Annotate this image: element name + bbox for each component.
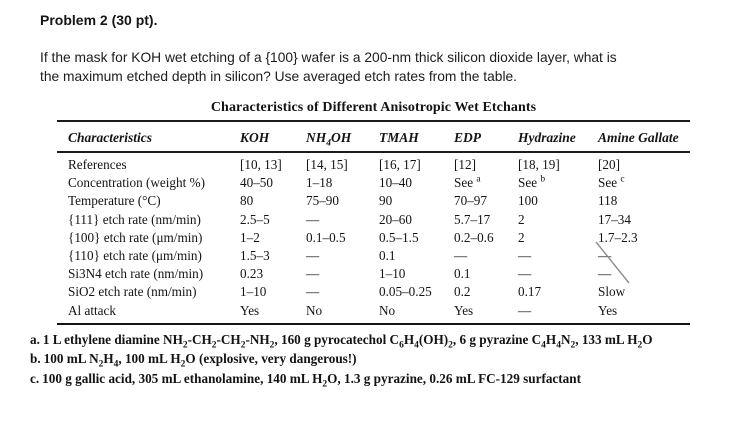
table-cell: No <box>379 302 396 318</box>
table-cell: — <box>306 211 320 227</box>
table-cell: 1–2 <box>240 229 260 245</box>
table-cell: — <box>306 247 320 263</box>
table-cell: [10, 13] <box>240 157 282 172</box>
table-cell: 1–10 <box>240 284 267 300</box>
statement-line-2: the maximum etched depth in silicon? Use… <box>40 68 518 84</box>
table-cell: 2.5–5 <box>240 211 270 227</box>
table-cell: 80 <box>240 193 254 209</box>
table-cell: 75–90 <box>306 193 339 209</box>
column-header-koh: KOH <box>240 130 270 145</box>
table-cell: Slow <box>598 284 626 300</box>
row-label: Concentration (weight %) <box>68 175 205 191</box>
table-cell: — <box>454 247 468 263</box>
table-cell: — <box>518 302 532 318</box>
table-cell: 0.5–1.5 <box>379 229 419 245</box>
table-cell: 0.1 <box>454 266 471 282</box>
table-cell: [18, 19] <box>518 157 560 172</box>
table-cell: [14, 15] <box>306 157 348 172</box>
table-cell: — <box>518 247 532 263</box>
problem-statement: If the mask for KOH wet etching of a {10… <box>40 49 617 86</box>
table-cell: See c <box>598 174 625 191</box>
table-top-rule <box>57 120 690 122</box>
table-cell: Yes <box>240 302 260 318</box>
table-cell: 100 <box>518 193 538 209</box>
table-cell: 118 <box>598 193 618 209</box>
table-cell: Yes <box>598 302 618 318</box>
row-label: {111} etch rate (nm/min) <box>68 211 201 227</box>
table-cell: 0.2 <box>454 284 471 300</box>
footnotes: a. 1 L ethylene diamine NH2-CH2-CH2-NH2, … <box>30 330 736 390</box>
table-cell: 17–34 <box>598 211 631 227</box>
etchant-table-scan: Characteristics of Different Anisotropic… <box>0 96 738 326</box>
table-cell: 1–18 <box>306 175 333 191</box>
table-cell: 0.2–0.6 <box>454 229 494 245</box>
footnote-a: a. 1 L ethylene diamine NH2-CH2-CH2-NH2, … <box>30 330 736 351</box>
column-header-nh4oh: NH4OH <box>306 130 352 149</box>
footnote-text: 100 g gallic acid, 305 mL ethanolamine, … <box>42 370 581 390</box>
table-cell: No <box>306 302 323 318</box>
table-title: Characteristics of Different Anisotropic… <box>210 100 537 115</box>
table-cell: Yes <box>454 302 474 318</box>
column-header-tmah: TMAH <box>379 130 419 145</box>
footnote-label: b. <box>30 351 41 367</box>
footnote-b: b. 100 mL N2H4, 100 mL H2O (explosive, ve… <box>30 349 736 370</box>
table-cell: 1.5–3 <box>240 247 270 263</box>
table-cell: — <box>598 266 612 282</box>
table-cell: 10–40 <box>379 175 412 191</box>
statement-line-1: If the mask for KOH wet etching of a {10… <box>40 50 617 65</box>
row-label: SiO2 etch rate (nm/min) <box>68 284 197 300</box>
table-cell: 70–97 <box>454 193 487 209</box>
table-cell: 5.7–17 <box>454 211 491 227</box>
table-cell: 90 <box>379 193 393 209</box>
table-cell: 1–10 <box>379 266 406 282</box>
problem-title: Problem 2 (30 pt). <box>40 12 158 28</box>
column-header-hydrazine: Hydrazine <box>518 130 576 145</box>
row-label: References <box>68 157 127 172</box>
table-body: References [10, 13] [14, 15] [16, 17] [1… <box>57 153 690 323</box>
table-cell: — <box>598 247 612 263</box>
table-bottom-rule <box>57 322 690 326</box>
row-label: {110} etch rate (μm/min) <box>68 247 202 263</box>
footnote-c: c. 100 g gallic acid, 305 mL ethanolamine… <box>30 369 736 390</box>
column-header-amine-gallate: Amine Gallate <box>598 130 679 145</box>
row-label: {100} etch rate (μm/min) <box>68 229 203 245</box>
column-header-edp: EDP <box>454 130 481 145</box>
table-cell: [12] <box>454 157 476 172</box>
table-cell: 0.05–0.25 <box>379 284 432 300</box>
table-header-row: Characteristics KOH NH4OH TMAH EDP Hydra… <box>57 122 690 151</box>
table-cell: 2 <box>518 229 525 245</box>
footnote-label: a. <box>30 332 40 347</box>
table-header-rule <box>57 151 690 153</box>
row-label: Si3N4 etch rate (nm/min) <box>68 266 204 282</box>
table-cell: 0.1–0.5 <box>306 229 346 245</box>
table-cell: 0.23 <box>240 266 264 282</box>
row-label: Temperature (°C) <box>68 193 161 209</box>
table-cell: 20–60 <box>379 211 412 227</box>
table-cell: 0.17 <box>518 284 542 300</box>
table-cell: — <box>306 266 320 282</box>
table-cell: 40–50 <box>240 175 273 191</box>
row-label: Al attack <box>68 302 116 318</box>
footnote-label: c. <box>30 370 40 386</box>
table-cell: 2 <box>518 211 525 227</box>
column-header-characteristics: Characteristics <box>68 130 153 145</box>
footnote-text: 100 mL N2H4, 100 mL H2O (explosive, very… <box>43 351 357 370</box>
table-cell: See b <box>518 174 546 191</box>
table-cell: 1.7–2.3 <box>598 229 638 245</box>
table-cell: — <box>518 266 532 282</box>
table-cell: — <box>306 284 320 300</box>
table-cell: See a <box>454 174 481 191</box>
table-cell: [20] <box>598 157 620 172</box>
table-cell: [16, 17] <box>379 157 421 172</box>
footnote-text: 1 L ethylene diamine NH2-CH2-CH2-NH2, 16… <box>42 332 653 351</box>
table-cell: 0.1 <box>379 247 396 263</box>
